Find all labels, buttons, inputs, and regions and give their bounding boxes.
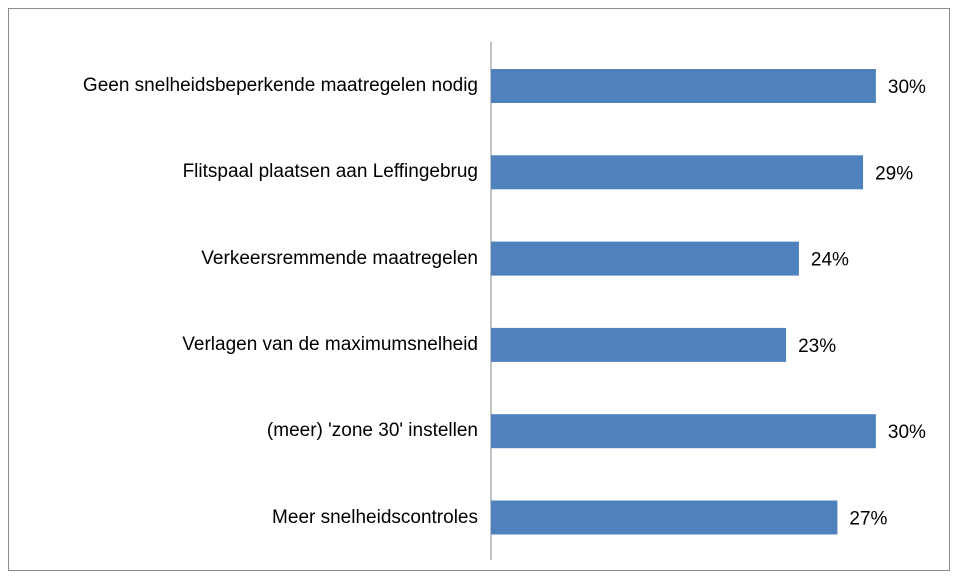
data-label: 30%	[888, 77, 926, 98]
category-label: Meer snelheidscontroles	[272, 506, 478, 528]
bar	[491, 69, 876, 103]
data-label: 27%	[849, 509, 887, 530]
bar	[491, 155, 864, 190]
data-label: 24%	[811, 250, 849, 271]
category-label: Verlagen van de maximumsnelheid	[182, 333, 478, 355]
data-label: 23%	[798, 336, 836, 357]
bar	[491, 414, 876, 449]
category-label: Geen snelheidsbeperkende maatregelen nod…	[82, 75, 478, 96]
chart-frame	[8, 8, 950, 571]
category-label: Verkeersremmende maatregelen	[201, 247, 478, 269]
bar	[491, 241, 799, 276]
category-label: Flitspaal plaatsen aan Leffingebrug	[182, 161, 478, 183]
category-label: (meer) 'zone 30' instellen	[266, 420, 478, 442]
bar	[491, 327, 787, 362]
data-label: 29%	[875, 163, 913, 184]
data-label: 30%	[888, 422, 926, 443]
bar	[491, 500, 838, 535]
